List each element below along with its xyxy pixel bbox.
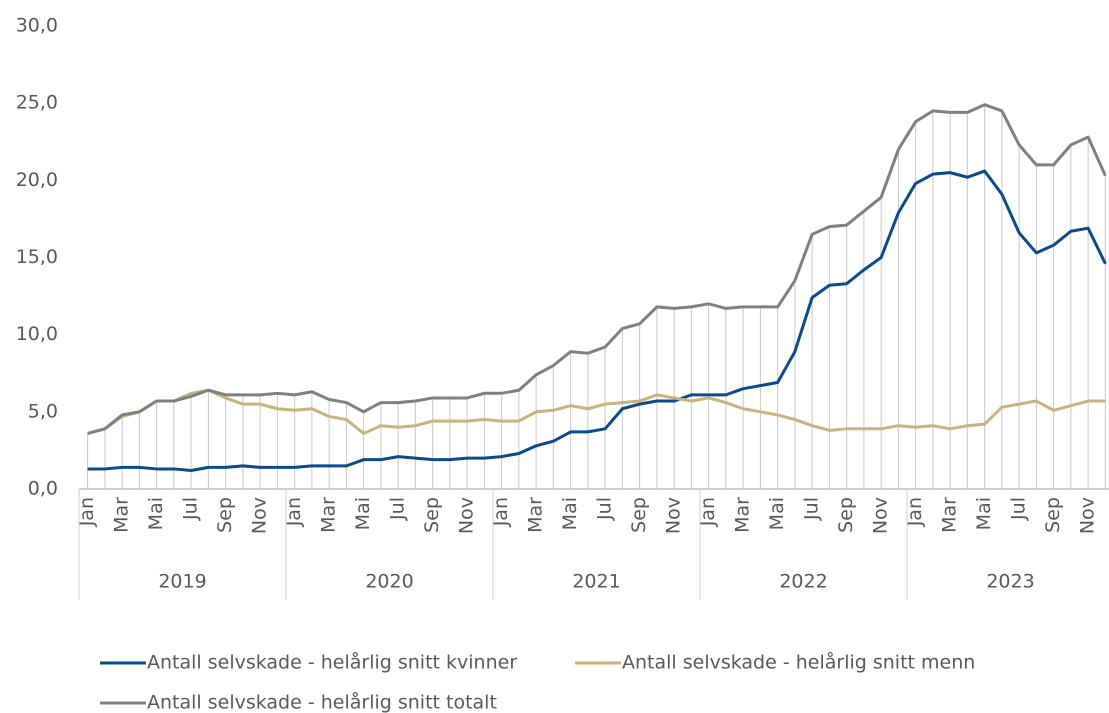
x-tick-label: Mai (766, 497, 788, 530)
series-line (87, 103, 1107, 435)
x-tick-label: Sep (421, 497, 443, 533)
group-label: 2021 (572, 571, 620, 593)
y-tick-label: 20,0 (16, 169, 58, 191)
x-tick-label: Jan (490, 497, 512, 527)
x-tick-label: Jan (904, 497, 926, 527)
x-tick-label: Mar (939, 497, 961, 533)
group-label: 2023 (986, 571, 1034, 593)
x-tick-label: Jan (697, 497, 719, 527)
x-tick-label: Sep (835, 497, 857, 533)
group-label: 2020 (365, 571, 413, 593)
x-tick-label: Jan (76, 497, 98, 527)
x-tick-label: Jul (801, 497, 823, 521)
x-tick-label: Mar (111, 497, 133, 533)
group-label: 2019 (158, 571, 206, 593)
y-tick-label: 30,0 (16, 15, 58, 37)
x-tick-label: Jul (387, 497, 409, 521)
x-tick-label: Sep (214, 497, 236, 533)
series-line (87, 169, 1107, 472)
x-tick-label: Mai (559, 497, 581, 530)
x-tick-label: Jul (594, 497, 616, 521)
x-tick-label: Jan (283, 497, 305, 527)
legend-label: Antall selvskade - helårlig snitt totalt (147, 691, 497, 713)
y-tick-label: 0,0 (28, 478, 58, 500)
y-tick-label: 10,0 (16, 323, 58, 345)
legend-label: Antall selvskade - helårlig snitt menn (622, 651, 975, 674)
x-tick-label: Nov (870, 497, 892, 534)
x-tick-label: Nov (1077, 497, 1099, 534)
x-tick-label: Nov (456, 497, 478, 534)
legend-label: Antall selvskade - helårlig snitt kvinne… (147, 651, 517, 674)
x-tick-label: Sep (628, 497, 650, 533)
x-tick-label: Mar (732, 497, 754, 533)
x-tick-label: Nov (663, 497, 685, 534)
x-tick-label: Mai (352, 497, 374, 530)
x-tick-label: Mai (973, 497, 995, 530)
series-line (87, 388, 1106, 435)
y-tick-label: 15,0 (16, 246, 58, 268)
group-label: 2022 (779, 571, 827, 593)
x-tick-label: Jul (1008, 497, 1030, 521)
x-tick-label: Mar (525, 497, 547, 533)
x-tick-label: Mai (145, 497, 167, 530)
x-tick-label: Mar (318, 497, 340, 533)
x-tick-label: Jul (180, 497, 202, 521)
y-tick-label: 25,0 (16, 92, 58, 114)
x-tick-label: Nov (249, 497, 271, 534)
x-tick-label: Sep (1042, 497, 1064, 533)
y-tick-label: 5,0 (28, 400, 58, 422)
